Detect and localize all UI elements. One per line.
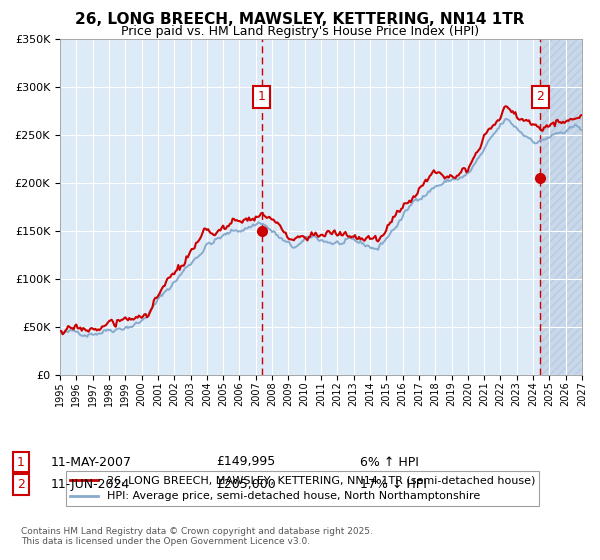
Text: £149,995: £149,995 [216, 455, 275, 469]
Text: Price paid vs. HM Land Registry's House Price Index (HPI): Price paid vs. HM Land Registry's House … [121, 25, 479, 38]
Text: 11-JUN-2024: 11-JUN-2024 [51, 478, 130, 491]
Text: 1: 1 [17, 455, 25, 469]
Text: 6% ↑ HPI: 6% ↑ HPI [360, 455, 419, 469]
Text: 26, LONG BREECH, MAWSLEY, KETTERING, NN14 1TR: 26, LONG BREECH, MAWSLEY, KETTERING, NN1… [75, 12, 525, 27]
Text: 11-MAY-2007: 11-MAY-2007 [51, 455, 132, 469]
Text: 17% ↓ HPI: 17% ↓ HPI [360, 478, 427, 491]
Text: 2: 2 [17, 478, 25, 491]
Bar [541, 39, 582, 375]
Legend: 26, LONG BREECH, MAWSLEY, KETTERING, NN14 1TR (semi-detached house), HPI: Averag: 26, LONG BREECH, MAWSLEY, KETTERING, NN1… [65, 472, 539, 506]
Text: 2: 2 [536, 90, 544, 103]
Text: Contains HM Land Registry data © Crown copyright and database right 2025.
This d: Contains HM Land Registry data © Crown c… [21, 526, 373, 546]
Text: 1: 1 [258, 90, 266, 103]
Text: £205,000: £205,000 [216, 478, 276, 491]
